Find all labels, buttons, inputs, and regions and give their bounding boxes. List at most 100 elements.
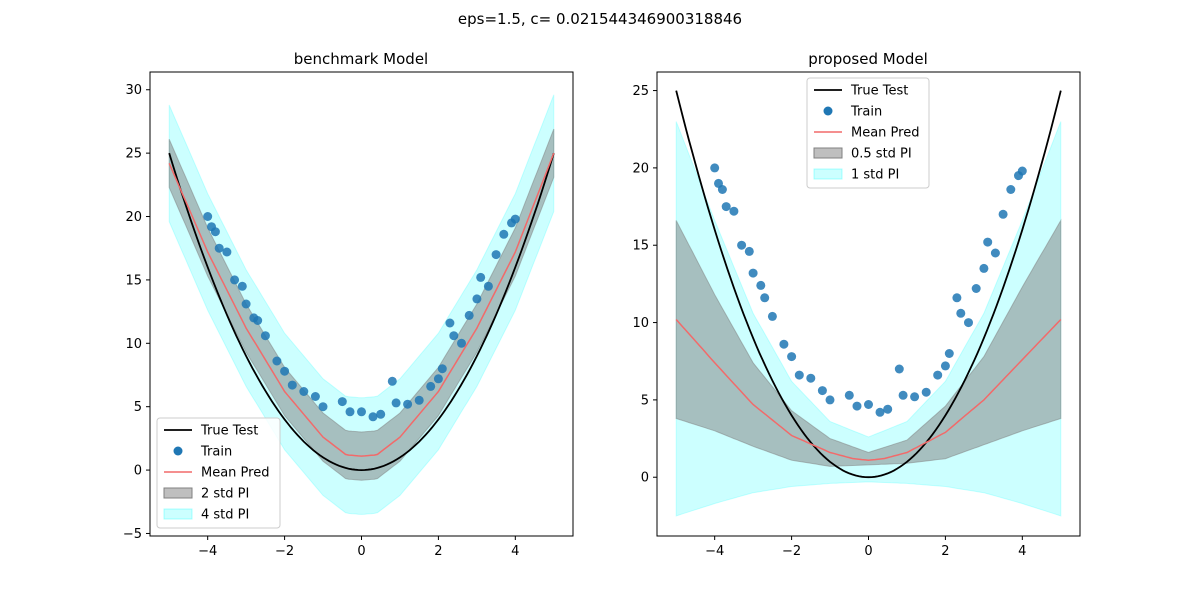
benchmark-model-train-point-5 xyxy=(230,275,240,285)
benchmark-model-ytick-label: 5 xyxy=(134,400,142,415)
proposed-model-train-point-35 xyxy=(990,248,1000,258)
benchmark-model-train-point-10 xyxy=(260,331,270,341)
benchmark-model-train-point-16 xyxy=(318,402,328,412)
proposed-model-legend-mean-pred-label: Mean Pred xyxy=(851,126,919,141)
proposed-model-ytick-label: 10 xyxy=(632,316,649,331)
proposed-model-legend: True Test Train Mean Pred 0.5 std PI 1 std P… xyxy=(806,77,930,189)
benchmark-model-legend-box xyxy=(156,417,281,529)
benchmark-model-train-point-36 xyxy=(491,250,501,260)
proposed-model-train-point-9 xyxy=(760,293,770,303)
proposed-model-ytick-label: 20 xyxy=(632,161,649,176)
benchmark-model-train-point-31 xyxy=(457,338,466,348)
benchmark-model-legend-2-std-pi-label: 2 std PI xyxy=(201,487,249,502)
proposed-model-train-point-29 xyxy=(952,293,962,303)
benchmark-model-train-point-33 xyxy=(472,294,482,304)
proposed-model-train-point-16 xyxy=(825,395,835,405)
proposed-model-train-point-28 xyxy=(944,349,954,358)
benchmark-model-plot-area xyxy=(168,94,555,515)
benchmark-model-train-point-9 xyxy=(253,316,263,325)
benchmark-model-train-point-7 xyxy=(241,299,251,309)
benchmark-model-train-point-37 xyxy=(499,229,509,239)
benchmark-model-title: benchmark Model xyxy=(294,50,428,68)
proposed-model-legend-train-label: Train xyxy=(850,105,882,120)
benchmark-model-train-point-26 xyxy=(426,381,436,391)
benchmark-model-ytick-label: 25 xyxy=(125,147,142,162)
proposed-model-train-point-6 xyxy=(744,246,754,256)
benchmark-model-train-point-27 xyxy=(433,374,443,384)
benchmark-model-ytick-label: 20 xyxy=(125,210,142,225)
benchmark-model-legend-true-test-label: True Test xyxy=(200,424,258,439)
proposed-model-train-point-17 xyxy=(844,390,854,400)
benchmark-model-true-test-line xyxy=(168,152,555,472)
proposed-model-legend-0-5-std-pi-label: 0.5 std PI xyxy=(851,147,912,162)
proposed-model-train-point-5 xyxy=(737,240,747,250)
benchmark-model-legend-mean-pred-label: Mean Pred xyxy=(201,466,269,481)
proposed-model-train-point-22 xyxy=(894,364,904,374)
benchmark-model-mean-pred-line xyxy=(168,152,555,457)
benchmark-model-train-point-19 xyxy=(357,407,366,417)
proposed-model-ytick-label: 5 xyxy=(641,393,649,408)
benchmark-model-train-point-12 xyxy=(280,366,290,376)
proposed-model-true-test-line xyxy=(675,90,1062,479)
benchmark-model-ytick-label: 0 xyxy=(134,464,142,479)
benchmark-model-train-point-22 xyxy=(387,376,397,386)
proposed-model-train-point-34 xyxy=(983,237,993,247)
benchmark-model-legend: True Test Train Mean Pred 2 std PI 4 std PI xyxy=(156,417,281,529)
benchmark-model-legend-2-std-pi-handle xyxy=(163,487,193,499)
benchmark-model-xtick-label: 0 xyxy=(357,544,365,559)
benchmark-model-xtick-label: 2 xyxy=(434,544,442,559)
benchmark-model-axes: benchmark Model −4 −2 0 2 4 −5 0 5 10 15 20 25 30 Tru… xyxy=(123,50,574,559)
proposed-model-xtick-label: −2 xyxy=(782,544,801,559)
benchmark-model-train-point-2 xyxy=(210,227,220,237)
benchmark-model-train-point-4 xyxy=(222,247,232,257)
benchmark-model-train-point-11 xyxy=(272,356,282,366)
benchmark-model-train-point-25 xyxy=(414,395,424,405)
proposed-model-train-point-37 xyxy=(1006,185,1016,194)
proposed-model-train-scatter xyxy=(710,163,1027,417)
proposed-model-train-point-4 xyxy=(729,206,739,216)
benchmark-model-train-point-32 xyxy=(464,310,474,320)
benchmark-model-legend-train-handle xyxy=(173,446,183,456)
benchmark-model-train-point-35 xyxy=(483,281,493,291)
proposed-model-train-point-33 xyxy=(979,263,989,273)
benchmark-model-train-point-23 xyxy=(391,398,401,408)
benchmark-model-train-point-39 xyxy=(510,214,520,224)
benchmark-model-xtick-label: 4 xyxy=(511,544,519,559)
proposed-model-train-point-30 xyxy=(956,308,966,318)
proposed-model-train-point-13 xyxy=(794,370,804,380)
benchmark-model-train-scatter xyxy=(203,212,520,422)
proposed-model-train-point-0 xyxy=(710,163,720,173)
proposed-model-train-point-39 xyxy=(1017,166,1027,176)
benchmark-model-ytick-label: 30 xyxy=(125,83,142,98)
proposed-model-legend-train-handle xyxy=(823,106,833,116)
benchmark-model-train-point-18 xyxy=(345,407,355,417)
proposed-model-0-5-std-pi-band xyxy=(675,218,1062,467)
proposed-model-train-point-8 xyxy=(756,280,766,290)
benchmark-model-train-point-29 xyxy=(445,318,455,328)
proposed-model-xtick-label: 2 xyxy=(941,544,949,559)
proposed-model-xtick-label: −4 xyxy=(705,544,724,559)
benchmark-model-legend-train-label: Train xyxy=(200,445,232,460)
proposed-model-plot-area xyxy=(675,90,1062,517)
proposed-model-legend-0-5-std-pi-handle xyxy=(813,147,843,159)
benchmark-model-train-point-21 xyxy=(376,409,386,419)
proposed-model-legend-true-test-label: True Test xyxy=(850,84,908,99)
benchmark-model-train-point-0 xyxy=(203,212,213,221)
proposed-model-xtick-label: 0 xyxy=(864,544,872,559)
proposed-model-train-point-32 xyxy=(971,284,981,293)
proposed-model-train-point-2 xyxy=(717,185,727,194)
proposed-model-train-point-24 xyxy=(910,392,920,402)
proposed-model-title: proposed Model xyxy=(808,50,928,68)
proposed-model-train-point-7 xyxy=(748,268,758,278)
proposed-model-legend-1-std-pi-handle xyxy=(813,168,843,180)
benchmark-model-train-point-17 xyxy=(337,397,347,407)
benchmark-model-legend-4-std-pi-handle xyxy=(163,508,193,520)
benchmark-model-ytick-label: 15 xyxy=(125,273,142,288)
benchmark-model-train-point-3 xyxy=(214,243,224,253)
proposed-model-train-point-21 xyxy=(883,404,893,414)
proposed-model-ytick-label: 15 xyxy=(632,239,649,254)
proposed-model-train-point-27 xyxy=(940,361,950,371)
proposed-model-train-point-23 xyxy=(898,390,908,400)
benchmark-model-train-point-14 xyxy=(299,387,309,396)
